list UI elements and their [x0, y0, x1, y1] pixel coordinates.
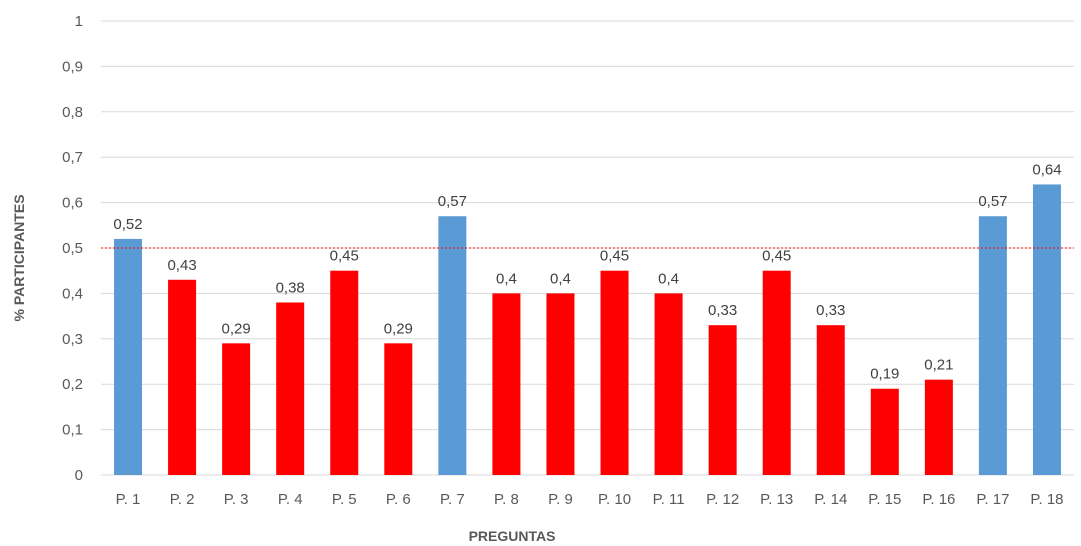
bar — [276, 302, 305, 475]
data-label: 0,4 — [658, 270, 679, 287]
x-tick-label: P. 3 — [224, 491, 249, 508]
x-tick-label: P. 17 — [976, 491, 1009, 508]
bars — [114, 184, 1061, 475]
bar — [330, 270, 359, 475]
data-label: 0,4 — [550, 270, 571, 287]
data-label: 0,33 — [708, 302, 737, 319]
y-tick-label: 1 — [75, 13, 83, 30]
x-axis-title: PREGUNTAS — [469, 528, 556, 544]
y-tick-label: 0,1 — [62, 422, 83, 439]
bar — [492, 293, 521, 475]
x-tick-label: P. 9 — [548, 491, 573, 508]
bar — [546, 293, 575, 475]
x-tick-label: P. 12 — [706, 491, 739, 508]
y-axis-ticks: 0 0,1 0,2 0,3 0,4 0,5 0,6 0,7 0,8 0,9 1 — [62, 13, 83, 484]
x-tick-label: P. 2 — [170, 491, 195, 508]
data-label: 0,38 — [276, 279, 305, 296]
x-tick-label: P. 1 — [116, 491, 141, 508]
x-tick-label: P. 7 — [440, 491, 465, 508]
data-label: 0,45 — [762, 248, 791, 265]
x-tick-label: P. 8 — [494, 491, 519, 508]
gridlines — [101, 20, 1074, 476]
data-label: 0,29 — [384, 320, 413, 337]
y-tick-label: 0 — [75, 467, 83, 484]
y-tick-label: 0,3 — [62, 331, 83, 348]
x-tick-label: P. 14 — [814, 491, 847, 508]
data-label: 0,57 — [978, 193, 1007, 210]
data-labels: 0,52 0,43 0,29 0,38 0,45 0,29 0,57 0,4 0,4 0,45 0,… — [113, 161, 1061, 382]
x-tick-label: P. 15 — [868, 491, 901, 508]
bar — [222, 343, 251, 475]
bar — [168, 279, 197, 475]
data-label: 0,45 — [330, 248, 359, 265]
x-tick-label: P. 6 — [386, 491, 411, 508]
x-tick-label: P. 16 — [922, 491, 955, 508]
y-tick-label: 0,6 — [62, 195, 83, 212]
data-label: 0,21 — [924, 357, 953, 374]
x-tick-label: P. 13 — [760, 491, 793, 508]
bar — [438, 216, 467, 475]
data-label: 0,43 — [167, 257, 196, 274]
data-label: 0,19 — [870, 366, 899, 383]
bar — [654, 293, 683, 475]
bar — [114, 238, 143, 475]
data-label: 0,45 — [600, 248, 629, 265]
bar — [708, 325, 737, 475]
x-tick-label: P. 5 — [332, 491, 357, 508]
bar — [816, 325, 845, 475]
bar — [1032, 184, 1061, 475]
x-axis-ticks: P. 1 P. 2 P. 3 P. 4 P. 5 P. 6 P. 7 P. 8 P. 9 P. 1… — [116, 491, 1064, 508]
data-label: 0,4 — [496, 270, 517, 287]
y-tick-label: 0,2 — [62, 376, 83, 393]
data-label: 0,33 — [816, 302, 845, 319]
x-tick-label: P. 4 — [278, 491, 303, 508]
bar — [978, 216, 1007, 475]
data-label: 0,29 — [222, 320, 251, 337]
bar — [762, 270, 791, 475]
x-tick-label: P. 10 — [598, 491, 631, 508]
data-label: 0,64 — [1032, 161, 1061, 178]
y-axis-title: % PARTICIPANTES — [11, 194, 27, 321]
bar — [924, 379, 953, 475]
y-tick-label: 0,8 — [62, 104, 83, 121]
y-tick-label: 0,9 — [62, 58, 83, 75]
y-tick-label: 0,5 — [62, 240, 83, 257]
data-label: 0,52 — [113, 216, 142, 233]
x-tick-label: P. 11 — [653, 491, 685, 508]
bar — [600, 270, 629, 475]
bar — [384, 343, 413, 475]
x-tick-label: P. 18 — [1030, 491, 1063, 508]
bar — [870, 388, 899, 475]
y-tick-label: 0,4 — [62, 285, 83, 302]
y-tick-label: 0,7 — [62, 149, 83, 166]
data-label: 0,57 — [438, 193, 467, 210]
